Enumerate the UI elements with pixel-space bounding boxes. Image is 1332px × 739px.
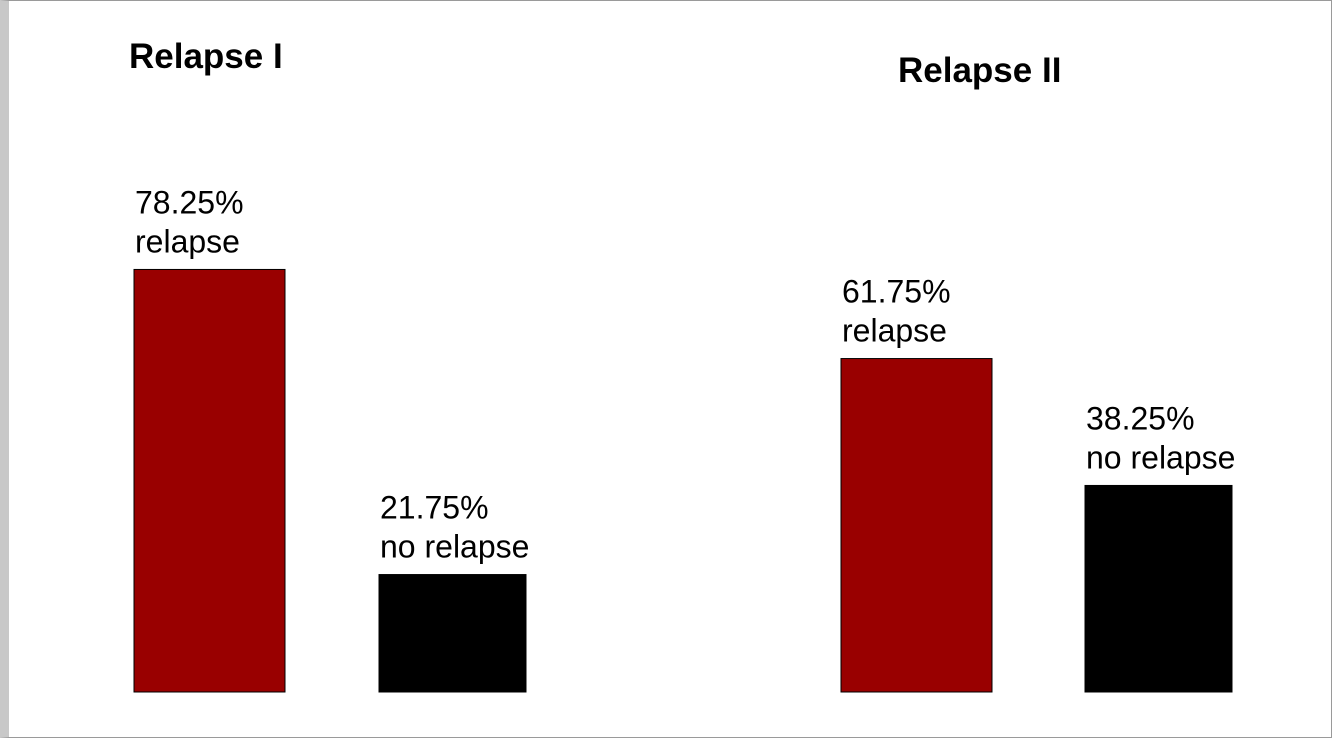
panel-title-relapse-1: Relapse I — [129, 37, 283, 76]
panel-title-relapse-2: Relapse II — [898, 51, 1061, 90]
panel-relapse-2: Relapse II 61.75%relapse 38.25%no relapse — [840, 51, 1235, 693]
data-label-text-no-relapse-panel-1: no relapse — [380, 529, 529, 565]
bars-relapse-1: 78.25%relapse 21.75%no relapse — [133, 184, 529, 693]
panel-relapse-1: Relapse I 78.25%relapse 21.75%no relapse — [129, 37, 529, 693]
bar-no-relapse-panel-1 — [378, 574, 527, 693]
data-label-text-relapse-panel-2: relapse — [842, 313, 947, 349]
data-label-value-no-relapse-panel-2: 38.25% — [1086, 400, 1195, 436]
data-label-text-no-relapse-panel-2: no relapse — [1086, 439, 1235, 475]
bars-relapse-2: 61.75%relapse 38.25%no relapse — [840, 274, 1235, 693]
data-label-text-relapse-panel-1: relapse — [135, 223, 240, 259]
bar-relapse-panel-2 — [840, 358, 993, 693]
bar-no-relapse-panel-2 — [1084, 484, 1233, 693]
bar-relapse-panel-1 — [133, 268, 286, 693]
data-label-value-no-relapse-panel-1: 21.75% — [380, 490, 489, 526]
data-label-value-relapse-panel-1: 78.25% — [135, 184, 244, 220]
data-label-value-relapse-panel-2: 61.75% — [842, 274, 951, 310]
